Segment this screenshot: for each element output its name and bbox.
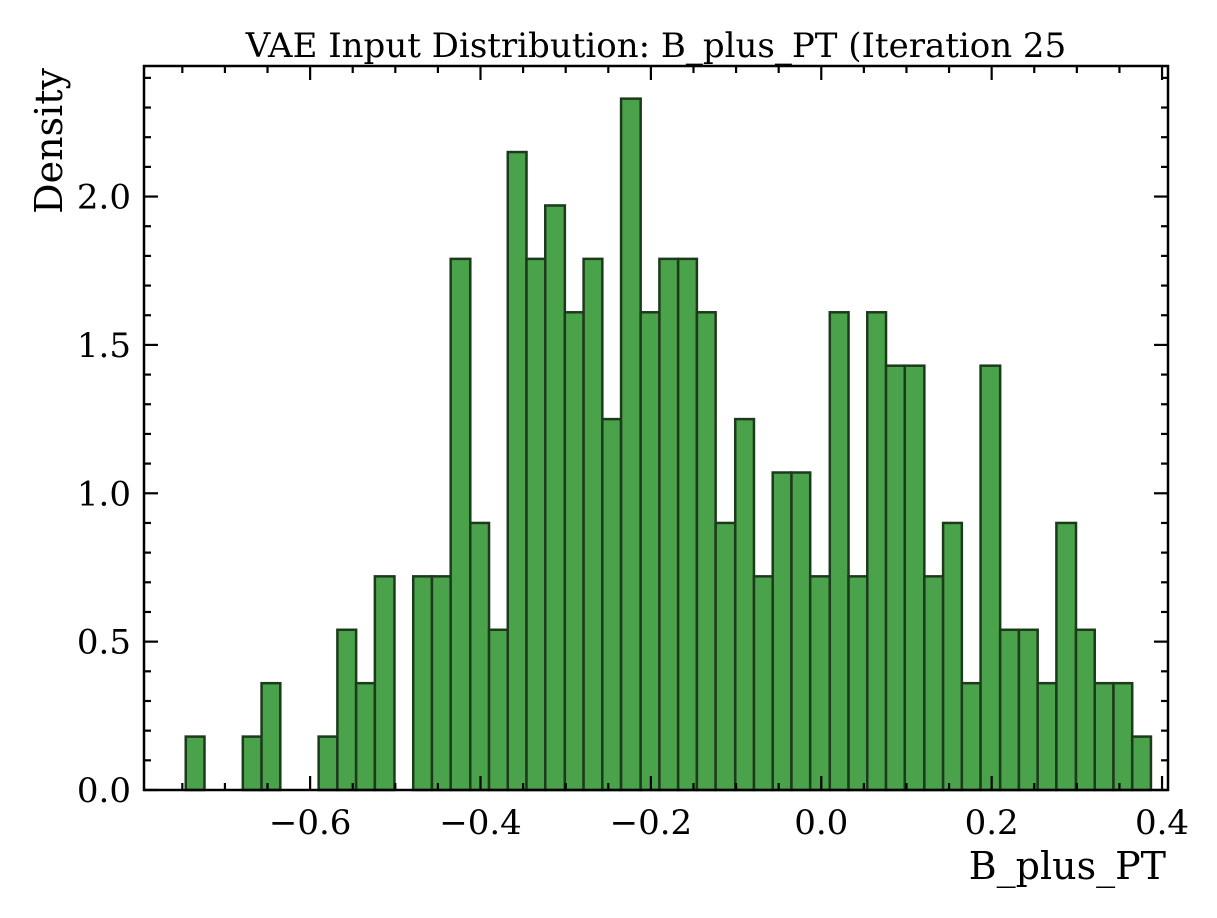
chart-title: VAE Input Distribution: B_plus_PT (Itera… [245, 26, 1066, 66]
histogram-bar [1093, 681, 1115, 792]
y-tick-label: 0.0 [77, 771, 131, 811]
histogram-bar [260, 681, 282, 792]
x-tick-label: 0.0 [794, 803, 848, 843]
histogram-bar [469, 521, 491, 792]
histogram-bar [336, 628, 358, 792]
histogram-bar [1112, 681, 1134, 792]
histogram-bar [241, 735, 263, 792]
x-tick-label: 0.2 [965, 803, 1019, 843]
x-tick-label: −0.4 [439, 803, 522, 843]
histogram-bar [354, 681, 377, 792]
histogram-bar [525, 257, 547, 792]
histogram-bar [960, 681, 982, 792]
histogram-bar [808, 575, 832, 792]
y-tick-label: 1.5 [77, 326, 131, 366]
histogram-bar [714, 521, 737, 792]
histogram-bar [866, 311, 888, 792]
histogram-bar [903, 364, 926, 792]
x-tick-label: 0.4 [1135, 803, 1189, 843]
histogram-bar [771, 471, 793, 792]
y-axis-label: Density [27, 67, 71, 213]
histogram-bar [639, 311, 661, 792]
x-tick-label: −0.6 [269, 803, 352, 843]
histogram-bar [923, 575, 945, 792]
histogram-bar [658, 257, 680, 792]
histogram-bar [1055, 521, 1078, 792]
histogram-bar [1074, 628, 1096, 792]
histogram-bar [373, 575, 396, 792]
histogram-bar [847, 575, 869, 792]
histogram-bar [582, 257, 604, 792]
histogram-bar [979, 364, 1002, 792]
histogram-bar [695, 311, 717, 792]
y-tick-label: 0.5 [77, 623, 131, 663]
histogram-bar [563, 311, 585, 792]
histogram-bar [752, 575, 774, 792]
histogram-bar [184, 735, 206, 792]
histogram-bar [601, 417, 623, 792]
histogram-bars [184, 97, 1153, 792]
y-tick-label: 2.0 [77, 178, 131, 218]
histogram-bar [733, 417, 756, 792]
histogram-bar [449, 257, 472, 792]
x-tick-label: −0.2 [610, 803, 693, 843]
histogram-bar [1036, 681, 1058, 792]
histogram-bar [619, 97, 642, 792]
histogram-bar [790, 471, 812, 792]
histogram-bar [411, 575, 434, 792]
histogram-bar [941, 521, 964, 792]
y-tick-labels: 0.0 0.5 1.0 1.5 2.0 [77, 178, 131, 811]
histogram-bar [430, 575, 452, 792]
histogram-bar [317, 735, 339, 792]
histogram-bar [544, 204, 567, 792]
histogram-bar [1130, 735, 1153, 792]
histogram-bar [884, 364, 907, 792]
x-tick-labels: −0.6 −0.4 −0.2 0.0 0.2 0.4 [269, 803, 1189, 843]
histogram-bar [506, 150, 528, 792]
x-axis-label: B_plus_PT [969, 844, 1166, 889]
histogram-bar [998, 628, 1021, 792]
plot-frame [142, 64, 1170, 792]
y-tick-label: 1.0 [77, 474, 131, 514]
histogram-bar [676, 257, 699, 792]
histogram-bar [487, 628, 510, 792]
histogram-bar [1017, 628, 1039, 792]
histogram-bar [828, 311, 850, 792]
